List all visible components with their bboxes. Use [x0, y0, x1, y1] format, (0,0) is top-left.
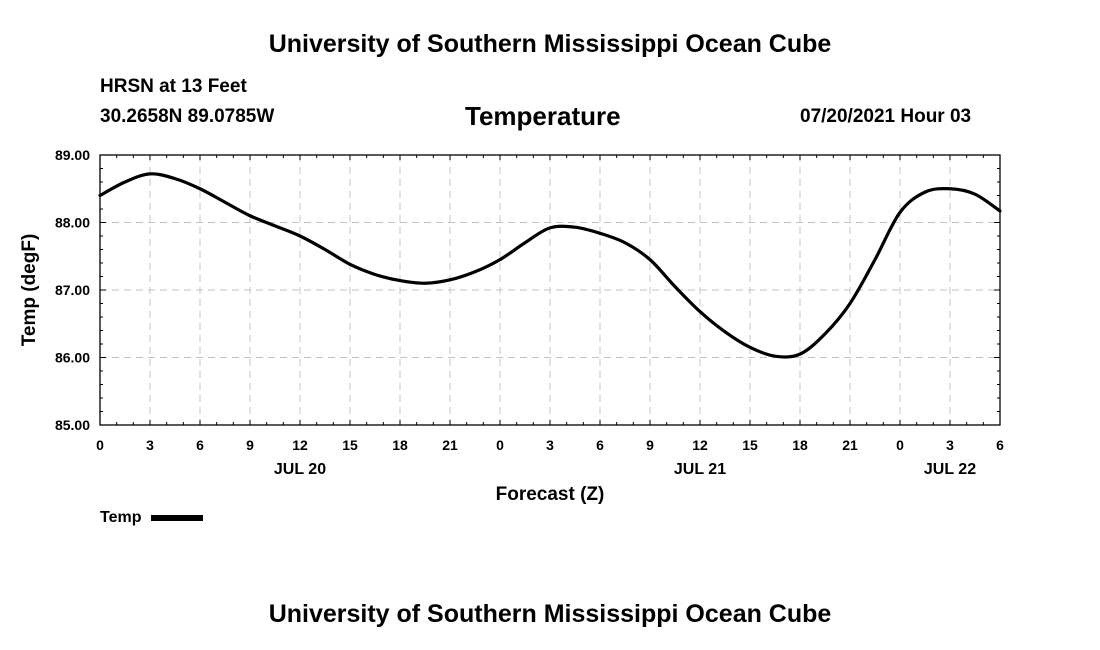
- legend-swatch-temp: [151, 515, 204, 521]
- date-label: JUL 21: [674, 461, 726, 478]
- series-line-temp: [98, 172, 1002, 359]
- chart-title: Temperature: [465, 101, 621, 131]
- plot-frame: [99, 154, 1001, 426]
- x-tick-label: 15: [342, 437, 358, 453]
- legend-label-temp: Temp: [100, 509, 142, 526]
- issue-time: 07/20/2021 Hour 03: [800, 106, 972, 127]
- x-tick-label: 3: [146, 437, 154, 453]
- x-tick-label: 12: [692, 437, 708, 453]
- top-title: University of Southern Mississippi Ocean…: [268, 30, 832, 58]
- x-tick-label: 6: [196, 437, 204, 453]
- y-axis-title: Temp (degF): [19, 234, 40, 347]
- x-tick-label: 18: [792, 437, 808, 453]
- x-tick-label: 15: [742, 437, 758, 453]
- x-tick-label: 0: [496, 437, 504, 453]
- x-tick-label: 0: [96, 437, 104, 453]
- y-tick-label: 89.00: [55, 147, 90, 163]
- bottom-title: University of Southern Mississippi Ocean…: [268, 600, 832, 628]
- x-tick-label: 12: [292, 437, 308, 453]
- date-label: JUL 20: [274, 461, 326, 478]
- grid-lines: [100, 155, 1000, 425]
- station-coordinates: 30.2658N 89.0785W: [100, 106, 275, 127]
- x-tick-label: 9: [646, 437, 654, 453]
- legend: Temp: [100, 509, 204, 527]
- axis-labels: 0 3 6 9 12 15 18 21 0 3 6 9 12 15 18 21 0 3 6 85.00 86.00 87.…: [55, 147, 1004, 478]
- y-tick-label: 85.00: [55, 417, 90, 433]
- x-axis-title: Forecast (Z): [496, 484, 605, 505]
- x-tick-label: 3: [546, 437, 554, 453]
- x-tick-label: 21: [442, 437, 458, 453]
- x-tick-label: 9: [246, 437, 254, 453]
- x-tick-label: 3: [946, 437, 954, 453]
- date-label: JUL 22: [924, 461, 976, 478]
- station-name: HRSN at 13 Feet: [100, 76, 247, 97]
- x-tick-label: 6: [996, 437, 1004, 453]
- y-tick-label: 87.00: [55, 282, 90, 298]
- y-tick-label: 88.00: [55, 215, 90, 231]
- x-tick-label: 18: [392, 437, 408, 453]
- series-layer: [98, 172, 1002, 359]
- x-tick-label: 21: [842, 437, 858, 453]
- x-tick-label: 0: [896, 437, 904, 453]
- y-tick-label: 86.00: [55, 350, 90, 366]
- x-tick-label: 6: [596, 437, 604, 453]
